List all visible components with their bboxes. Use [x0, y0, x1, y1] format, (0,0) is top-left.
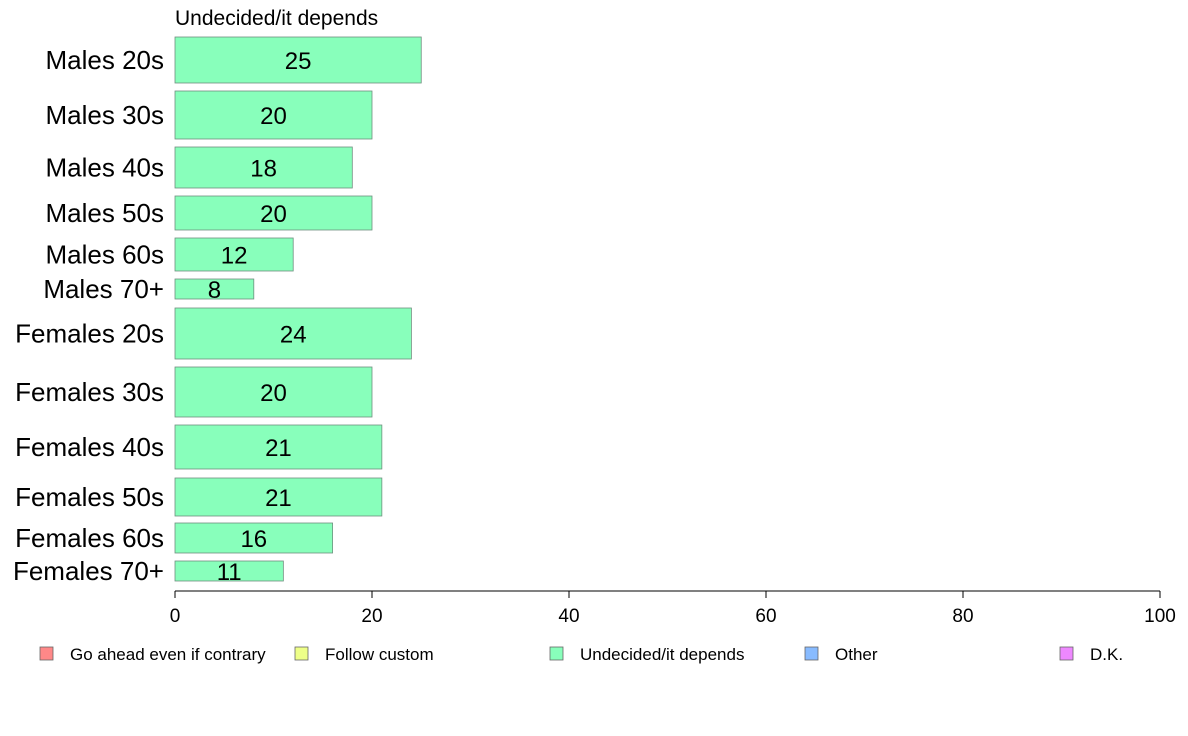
x-tick-label: 60 [755, 606, 776, 627]
legend-swatch-other [804, 646, 819, 661]
value-label-females-60s: 16 [240, 526, 267, 553]
legend-label-other: Other [835, 645, 878, 664]
category-label-males-70: Males 70+ [43, 274, 164, 304]
bar-females-50s [174, 477, 383, 517]
category-label-females-20s: Females 20s [15, 319, 164, 349]
bar-females-30s [174, 366, 373, 418]
x-tick-label: 80 [952, 606, 973, 627]
value-label-females-30s: 20 [260, 380, 287, 407]
category-label-females-40s: Females 40s [15, 432, 164, 462]
legend-swatch-undecided-it-depends [549, 646, 564, 661]
chart-title: Undecided/it depends [175, 7, 378, 30]
category-label-males-20s: Males 20s [46, 45, 165, 75]
category-label-females-60s: Females 60s [15, 523, 164, 553]
category-label-females-50s: Females 50s [15, 482, 164, 512]
category-label-males-40s: Males 40s [46, 153, 165, 183]
legend-label-d-k: D.K. [1090, 645, 1123, 664]
legend-swatch-d-k [1059, 646, 1074, 661]
bar-females-40s [174, 424, 383, 470]
value-label-males-30s: 20 [260, 103, 287, 130]
value-label-males-20s: 25 [285, 48, 312, 75]
legend-swatch-go-ahead-even-if-contrary [39, 646, 54, 661]
value-label-males-70: 8 [208, 277, 221, 304]
legend-label-follow-custom: Follow custom [325, 645, 434, 664]
bar-males-50s [174, 195, 373, 231]
category-label-males-50s: Males 50s [46, 198, 165, 228]
category-label-females-30s: Females 30s [15, 377, 164, 407]
x-tick-label: 100 [1144, 606, 1176, 627]
legend: Go ahead even if contrary Follow custom Un… [39, 645, 1123, 664]
value-label-males-60s: 12 [221, 243, 248, 270]
bar-females-70 [174, 560, 284, 582]
value-label-males-50s: 20 [260, 201, 287, 228]
legend-label-go-ahead-even-if-contrary: Go ahead even if contrary [70, 645, 266, 664]
bar-males-70 [174, 278, 255, 300]
x-tick-label: 20 [361, 606, 382, 627]
bar-males-40s [174, 146, 353, 189]
bar-males-20s [174, 36, 422, 84]
bar-males-60s [174, 237, 294, 272]
value-label-females-20s: 24 [280, 322, 307, 349]
value-label-females-40s: 21 [265, 435, 292, 462]
value-label-females-50s: 21 [265, 485, 292, 512]
x-tick-label: 40 [558, 606, 579, 627]
x-tick-label: 0 [170, 606, 181, 627]
category-label-males-30s: Males 30s [46, 100, 165, 130]
value-label-females-70: 11 [217, 559, 242, 586]
category-label-females-70: Females 70+ [13, 556, 164, 586]
category-label-males-60s: Males 60s [46, 240, 165, 270]
legend-label-undecided-it-depends: Undecided/it depends [580, 645, 744, 664]
x-axis: 0 20 40 60 80 100 [170, 590, 1176, 627]
bar-females-20s [174, 307, 412, 360]
legend-swatch-follow-custom [294, 646, 309, 661]
bar-females-60s [174, 522, 334, 554]
bar-males-30s [174, 90, 373, 140]
bars-group: Males 20s 25 Males 30s 20 Males 40s 18 Males 5… [13, 36, 422, 586]
value-label-males-40s: 18 [250, 156, 277, 183]
